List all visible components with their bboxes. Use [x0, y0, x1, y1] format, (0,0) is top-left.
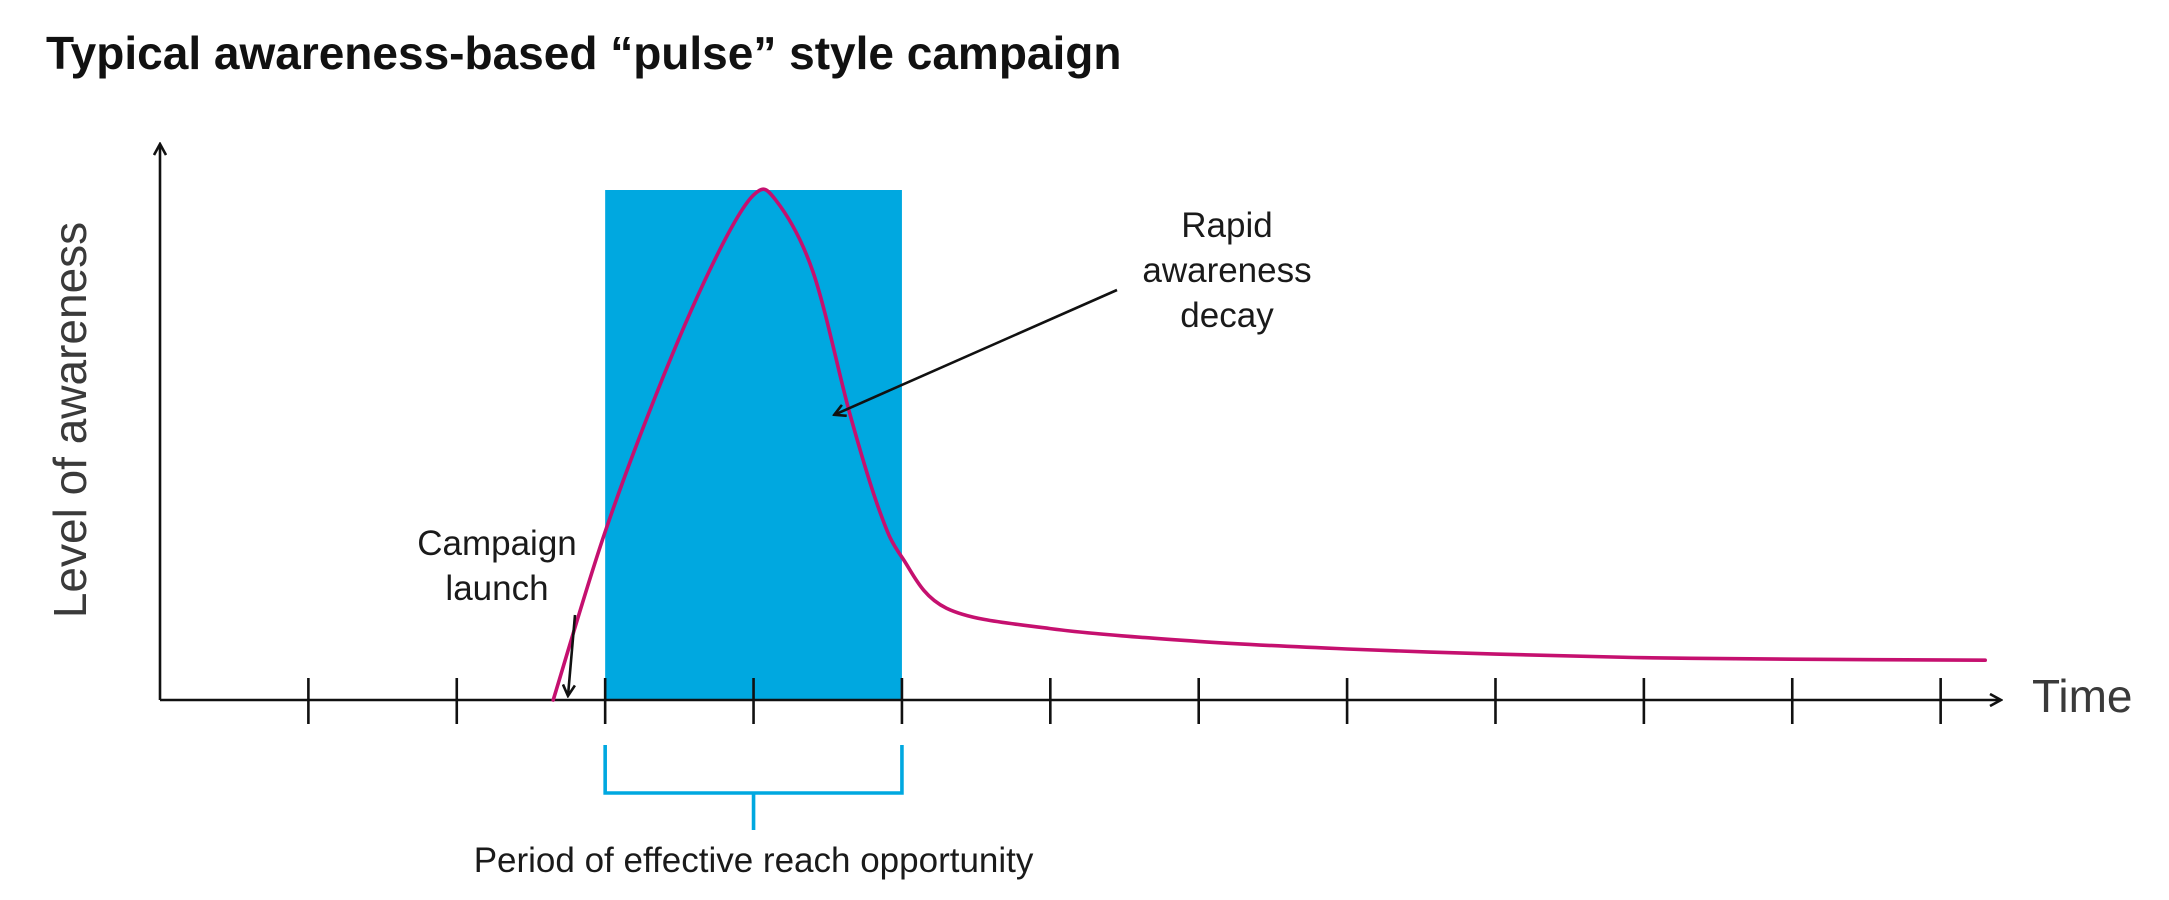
annotation-campaign-launch-text: Campaign launch	[417, 524, 577, 608]
chart-title: Typical awareness-based “pulse” style ca…	[46, 27, 1122, 79]
annotation-rapid-decay-line-2: decay	[1180, 296, 1274, 335]
period-bracket	[603, 745, 904, 830]
annotation-campaign-launch-line-1: launch	[445, 569, 548, 608]
annotation-rapid-decay-text: Rapid awareness decay	[1142, 206, 1311, 335]
annotation-rapid-decay-line-1: awareness	[1142, 251, 1311, 290]
annotation-campaign-launch-arrow	[568, 614, 577, 695]
highlight-band	[605, 190, 902, 700]
annotation-rapid-decay-arrow	[835, 288, 1118, 414]
annotation-campaign-launch-line-0: Campaign	[417, 524, 577, 563]
period-label: Period of effective reach opportunity	[474, 841, 1034, 880]
x-axis-label: Time	[2032, 670, 2133, 722]
y-axis-label: Level of awareness	[44, 222, 96, 618]
awareness-series-line-0	[551, 187, 1987, 702]
annotation-rapid-decay-line-0: Rapid	[1181, 206, 1272, 245]
